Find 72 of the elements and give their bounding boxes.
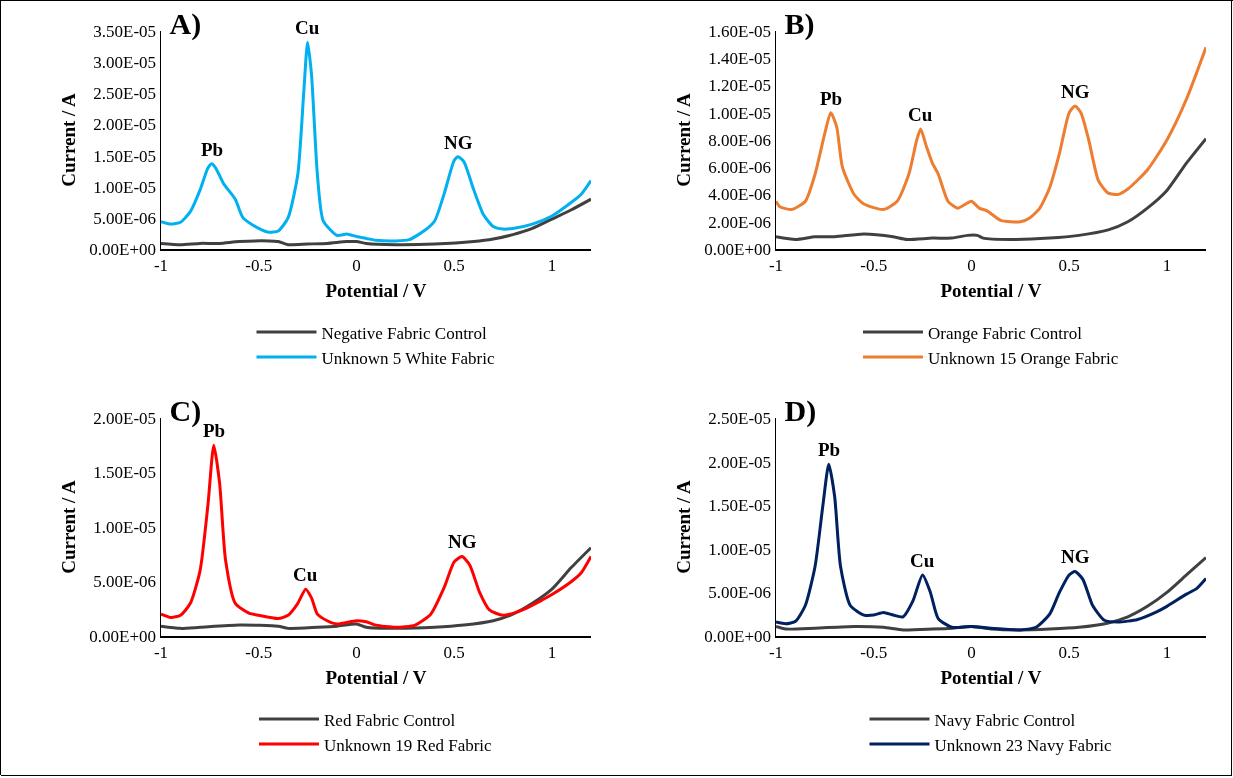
chart-title: D) [784, 393, 817, 428]
y-tick-label: 1.00E-05 [93, 177, 157, 197]
annotation: Cu [910, 550, 935, 571]
x-tick-label: 1 [1162, 642, 1172, 662]
annotation: Pb [820, 88, 843, 109]
y-axis-title: Current / A [673, 92, 695, 187]
y-tick-label: 1.00E-05 [708, 103, 772, 123]
x-tick-label: -0.5 [860, 255, 888, 275]
x-tick-label: 0.5 [443, 255, 465, 275]
x-tick-label: 0.5 [1058, 255, 1080, 275]
annotation: NG [1061, 81, 1090, 102]
x-tick-label: -0.5 [860, 642, 888, 662]
chart-title: A) [169, 6, 202, 41]
annotation: NG [448, 531, 477, 552]
legend-label: Unknown 15 Orange Fabric [928, 348, 1119, 368]
x-tick-label: 0.5 [1058, 642, 1080, 662]
y-tick-label: 2.50E-05 [93, 84, 157, 104]
y-tick-label: 1.00E-05 [93, 517, 157, 537]
annotation: Pb [201, 139, 224, 160]
y-tick-label: 1.50E-05 [93, 146, 157, 166]
x-axis-title: Potential / V [325, 667, 427, 689]
y-tick-label: 1.00E-05 [708, 539, 772, 559]
annotation: Pb [203, 420, 226, 441]
legend-label: Unknown 5 White Fabric [321, 348, 495, 368]
y-tick-label: 1.50E-05 [708, 496, 772, 516]
y-tick-label: 8.00E-06 [708, 130, 772, 150]
legend-label: Unknown 19 Red Fabric [324, 735, 493, 755]
y-tick-label: 1.40E-05 [708, 49, 772, 69]
y-tick-label: 2.00E-05 [93, 408, 157, 428]
y-tick-label: 1.60E-05 [708, 21, 772, 41]
chart-title: B) [784, 6, 815, 41]
y-tick-label: 6.00E-06 [708, 158, 772, 178]
y-axis-title: Current / A [58, 92, 80, 187]
y-tick-label: 1.20E-05 [708, 76, 772, 96]
x-tick-label: 0 [967, 642, 976, 662]
y-tick-label: 2.00E-06 [708, 212, 772, 232]
legend-label: Unknown 23 Navy Fabric [934, 735, 1113, 755]
y-tick-label: 3.50E-05 [93, 21, 157, 41]
y-tick-label: 5.00E-06 [93, 208, 157, 228]
x-tick-label: 0 [967, 255, 976, 275]
legend-label: Red Fabric Control [324, 710, 456, 730]
y-tick-label: 2.00E-05 [93, 115, 157, 135]
x-tick-label: 1 [1162, 255, 1172, 275]
x-axis-title: Potential / V [940, 667, 1042, 689]
x-axis-title: Potential / V [940, 280, 1042, 302]
y-tick-label: 5.00E-06 [708, 583, 772, 603]
legend-label: Navy Fabric Control [934, 710, 1076, 730]
y-tick-label: 2.50E-05 [708, 408, 772, 428]
y-axis-title: Current / A [673, 479, 695, 574]
legend-label: Orange Fabric Control [928, 323, 1083, 343]
x-tick-label: -0.5 [245, 642, 273, 662]
y-tick-label: 3.00E-05 [93, 53, 157, 73]
annotation: NG [444, 132, 473, 153]
legend-label: Negative Fabric Control [321, 323, 488, 343]
annotation: Cu [293, 564, 318, 585]
x-tick-label: 0 [352, 255, 361, 275]
y-tick-label: 2.00E-05 [708, 452, 772, 472]
chart-title: C) [169, 393, 202, 428]
annotation: Cu [908, 104, 933, 125]
annotation: Pb [818, 439, 841, 460]
x-tick-label: 0 [352, 642, 361, 662]
x-tick-label: 0.5 [443, 642, 465, 662]
y-tick-label: 5.00E-06 [93, 572, 157, 592]
y-tick-label: 1.50E-05 [93, 463, 157, 483]
annotation: Cu [295, 17, 320, 38]
x-tick-label: 1 [547, 642, 557, 662]
y-axis-title: Current / A [58, 479, 80, 574]
x-tick-label: -0.5 [245, 255, 273, 275]
x-axis-title: Potential / V [325, 280, 427, 302]
y-tick-label: 4.00E-06 [708, 185, 772, 205]
x-tick-label: 1 [547, 255, 557, 275]
annotation: NG [1061, 546, 1090, 567]
